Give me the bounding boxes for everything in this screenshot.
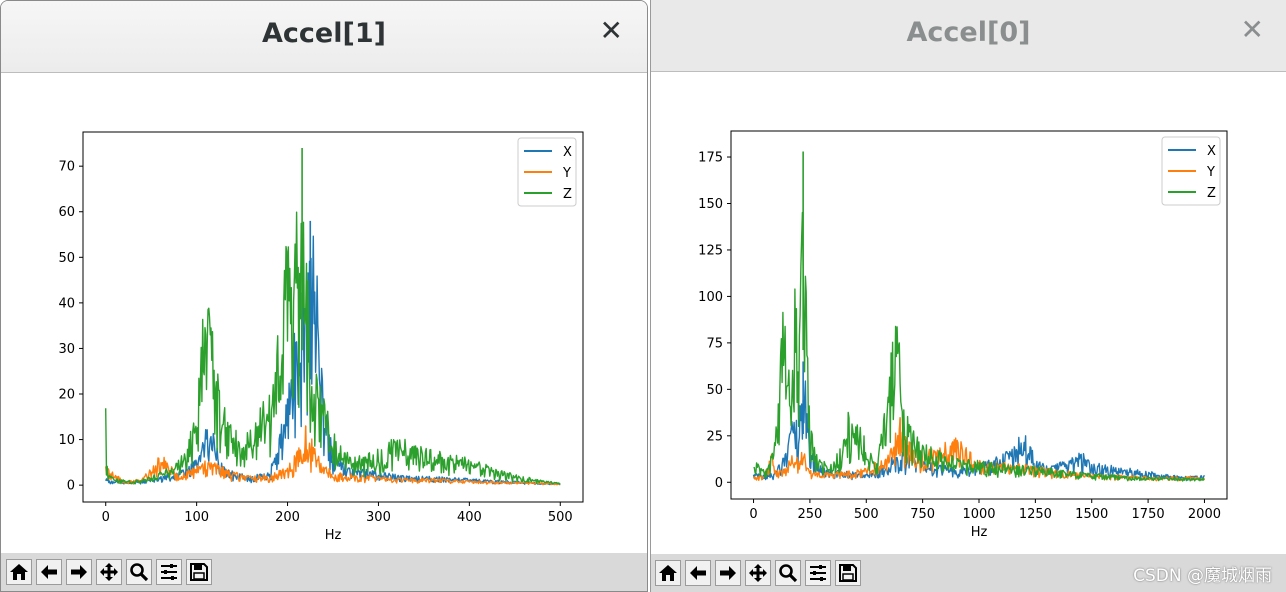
floppy-icon	[839, 564, 857, 582]
pan-button[interactable]	[96, 559, 122, 585]
plot-canvas[interactable]: 0 250 500 750 1000 1250 1500 1750 2000 0 25 50 75 100…	[651, 0, 1286, 552]
move-icon	[100, 563, 118, 581]
y-tick-label: 50	[706, 383, 723, 398]
x-tick-label: 1750	[1132, 507, 1165, 522]
x-tick-label: 400	[457, 510, 482, 525]
move-icon	[749, 564, 767, 582]
series-line-z	[105, 211, 561, 485]
y-tick-label: 20	[58, 388, 75, 403]
arrow-right-icon	[720, 566, 736, 580]
x-tick-label: 1500	[1075, 507, 1108, 522]
arrow-left-icon	[41, 565, 57, 579]
floppy-icon	[190, 563, 208, 581]
y-tick-label: 0	[715, 476, 723, 491]
home-button[interactable]	[655, 560, 681, 586]
save-button[interactable]	[835, 560, 861, 586]
x-tick-label: 500	[548, 510, 573, 525]
window-title: Accel[0]	[906, 17, 1031, 48]
back-button[interactable]	[685, 560, 711, 586]
back-button[interactable]	[36, 559, 62, 585]
legend-label: X	[563, 145, 572, 160]
figure-window-accel-1: Accel[1] ✕ 0 100 200 300 400 500 0 10 20 30 40 50 60…	[0, 0, 648, 592]
y-tick-label: 60	[58, 205, 75, 220]
title-bar[interactable]: Accel[1] ✕	[1, 1, 647, 73]
figure-window-accel-0: Accel[0] ✕ 0 250 500 750 1000 1250 1500 1750 200…	[650, 0, 1286, 592]
x-tick-label: 0	[749, 507, 757, 522]
x-tick-label: 250	[797, 507, 822, 522]
y-tick-label: 150	[698, 197, 723, 212]
y-tick-label: 0	[67, 479, 75, 494]
axes-frame	[82, 131, 584, 503]
zoom-button[interactable]	[775, 560, 801, 586]
magnifier-icon	[779, 564, 798, 583]
x-tick-label: 1250	[1019, 507, 1052, 522]
sliders-icon	[810, 565, 826, 581]
x-axis-label: Hz	[971, 525, 988, 540]
y-tick-label: 100	[698, 290, 723, 305]
save-button[interactable]	[186, 559, 212, 585]
x-tick-label: 1000	[962, 507, 995, 522]
y-tick-label: 40	[58, 296, 75, 311]
y-tick-label: 70	[58, 160, 75, 175]
y-tick-label: 125	[698, 243, 723, 258]
x-tick-label: 750	[910, 507, 935, 522]
x-axis-label: Hz	[325, 528, 342, 543]
series-line-y	[105, 425, 561, 486]
arrow-left-icon	[690, 566, 706, 580]
y-tick-label: 25	[706, 429, 723, 444]
x-tick-label: 2000	[1188, 507, 1221, 522]
x-tick-label: 0	[102, 510, 110, 525]
y-tick-label: 50	[58, 251, 75, 266]
navigation-toolbar: CSDN @魔城烟雨	[651, 554, 1286, 592]
y-tick-label: 75	[706, 336, 723, 351]
configure-subplots-button[interactable]	[805, 560, 831, 586]
home-icon	[659, 565, 677, 581]
close-button[interactable]: ✕	[599, 14, 623, 47]
title-bar[interactable]: Accel[0] ✕	[651, 0, 1286, 72]
x-tick-label: 300	[366, 510, 391, 525]
watermark-text: CSDN @魔城烟雨	[1133, 566, 1272, 586]
home-icon	[10, 564, 28, 580]
pan-button[interactable]	[745, 560, 771, 586]
forward-button[interactable]	[66, 559, 92, 585]
zoom-button[interactable]	[126, 559, 152, 585]
plot-canvas[interactable]: 0 100 200 300 400 500 0 10 20 30 40 50 60 70 Hz XYZ	[1, 1, 648, 553]
legend-label: Z	[563, 187, 572, 202]
series-line-z	[753, 211, 1205, 482]
close-button[interactable]: ✕	[1240, 13, 1264, 46]
navigation-toolbar	[1, 553, 647, 591]
series-line-x	[105, 235, 561, 486]
forward-button[interactable]	[715, 560, 741, 586]
magnifier-icon	[130, 563, 149, 582]
configure-subplots-button[interactable]	[156, 559, 182, 585]
window-title: Accel[1]	[262, 18, 386, 49]
legend-label: Y	[1206, 165, 1215, 180]
legend-label: Z	[1207, 186, 1216, 201]
x-tick-label: 200	[275, 510, 300, 525]
home-button[interactable]	[6, 559, 32, 585]
y-tick-label: 30	[58, 342, 75, 357]
sliders-icon	[161, 564, 177, 580]
x-tick-label: 500	[854, 507, 879, 522]
legend-label: Y	[562, 166, 571, 181]
arrow-right-icon	[71, 565, 87, 579]
y-tick-label: 175	[698, 151, 723, 166]
legend-label: X	[1207, 144, 1216, 159]
x-tick-label: 100	[184, 510, 209, 525]
y-tick-label: 10	[58, 433, 75, 448]
